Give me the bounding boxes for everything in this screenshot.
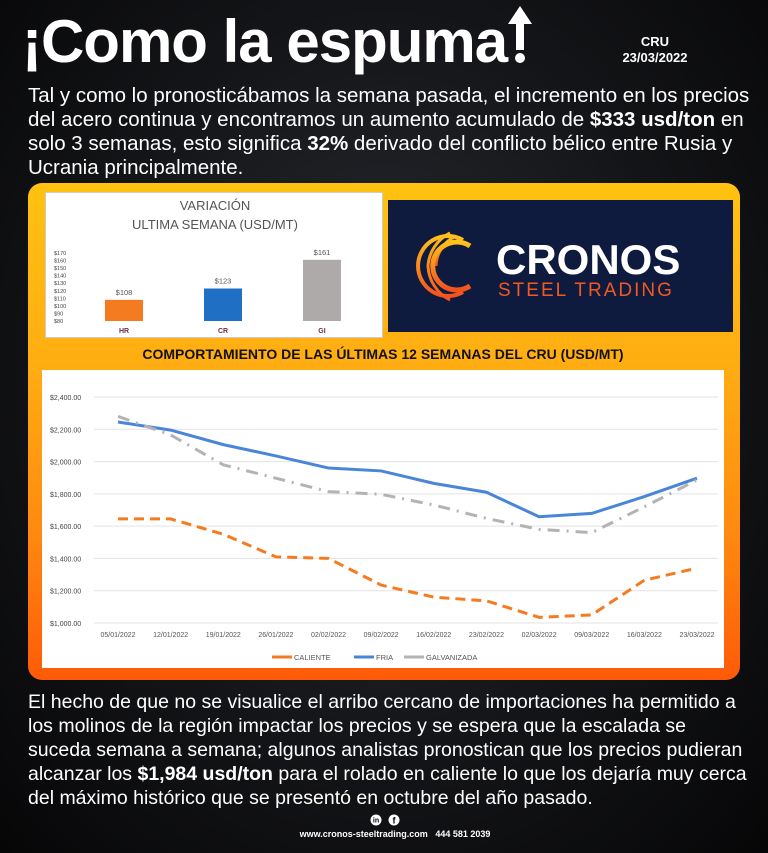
social-icons: in f <box>370 813 400 831</box>
y-tick-label: $1,000.00 <box>50 621 81 628</box>
y-tick-label: $1,600.00 <box>50 524 81 531</box>
bar-y-tick: $100 <box>54 304 66 310</box>
bar-hr <box>105 299 143 321</box>
bar-y-tick: $140 <box>54 274 66 280</box>
intro-highlight-percent: 32% <box>307 132 349 155</box>
line-chart-title: COMPORTAMIENTO DE LAS ÚLTIMAS 12 SEMANAS… <box>142 346 624 362</box>
y-tick-label: $2,400.00 <box>50 395 81 402</box>
cronos-logo: CRONOS STEEL TRADING <box>388 200 733 332</box>
website-link[interactable]: www.cronos-steeltrading.com <box>299 829 428 839</box>
bar-data-label: $161 <box>314 248 331 257</box>
bar-data-label: $108 <box>116 288 133 297</box>
bar-gi <box>303 259 341 321</box>
y-tick-label: $2,200.00 <box>50 427 81 434</box>
phone-number: 444 581 2039 <box>435 829 491 839</box>
series-line-galvanizada <box>117 414 698 535</box>
intro-text: Tal y como lo pronosticábamos la semana … <box>28 84 750 131</box>
intro-highlight-amount: $333 usd/ton <box>589 108 716 131</box>
outro-paragraph: El hecho de que no se visualice el arrib… <box>28 690 753 810</box>
logo-name: CRONOS <box>496 236 680 283</box>
x-tick-label: 12/01/2022 <box>153 632 188 639</box>
x-tick-label: 09/02/2022 <box>364 632 399 639</box>
bar-y-tick: $80 <box>54 319 63 325</box>
bar-y-tick: $90 <box>54 311 63 317</box>
bar-x-label: HR <box>119 328 129 335</box>
bar-y-tick: $110 <box>54 296 66 302</box>
bar-data-label: $123 <box>215 277 232 286</box>
y-tick-label: $2,000.00 <box>50 460 81 467</box>
facebook-icon[interactable] <box>388 814 400 826</box>
intro-text: en solo 3 semanas, esto significa <box>28 108 744 155</box>
source-label: CRU <box>640 34 670 49</box>
bar-cr <box>204 288 242 321</box>
outro-text: para el rolado en caliente lo que los de… <box>28 763 747 809</box>
bar-y-tick: $170 <box>54 251 66 257</box>
x-tick-label: 09/03/2022 <box>574 632 609 639</box>
bar-y-tick: $160 <box>54 259 66 265</box>
y-tick-label: $1,200.00 <box>50 589 81 596</box>
bar-chart-subtitle: ULTIMA SEMANA (USD/MT) <box>132 217 298 232</box>
bar-y-tick: $150 <box>54 266 66 272</box>
legend-label: GALVANIZADA <box>426 653 477 662</box>
bar-y-tick: $120 <box>54 289 66 295</box>
x-tick-label: 26/01/2022 <box>258 632 293 639</box>
x-tick-label: 02/02/2022 <box>311 632 346 639</box>
series-line-fria <box>117 420 698 519</box>
outro-text: El hecho de que no se visualice el arrib… <box>28 691 743 785</box>
line-chart: $1,000.00 $1,200.00 $1,400.00 $1,600.00 $1,8… <box>42 370 724 668</box>
linkedin-icon[interactable] <box>370 814 382 826</box>
logo-tagline: STEEL TRADING <box>498 280 674 301</box>
source-date: CRU 23/03/2022 <box>600 34 710 66</box>
legend-label: CALIENTE <box>294 653 331 662</box>
x-tick-label: 19/01/2022 <box>206 632 241 639</box>
intro-paragraph: Tal y como lo pronosticábamos la semana … <box>28 84 753 180</box>
x-tick-label: 23/02/2022 <box>469 632 504 639</box>
x-tick-label: 23/03/2022 <box>679 632 714 639</box>
x-tick-label: 16/03/2022 <box>627 632 662 639</box>
series-line-caliente <box>118 517 698 619</box>
legend-label: FRIA <box>376 653 393 662</box>
y-tick-label: $1,400.00 <box>50 556 81 563</box>
bar-chart-title: VARIACIÓN <box>180 198 251 213</box>
title-text: ¡Como la espuma <box>22 8 508 75</box>
bar-chart: VARIACIÓN ULTIMA SEMANA (USD/MT) $80 $90 $10… <box>45 192 383 338</box>
outro-highlight-price: $1,984 usd/ton <box>137 763 273 785</box>
x-tick-label: 05/01/2022 <box>100 632 135 639</box>
footer-contact: www.cronos-steeltrading.com 444 581 2039 <box>250 829 540 839</box>
arrow-up-icon <box>508 6 533 63</box>
x-tick-label: 02/03/2022 <box>522 632 557 639</box>
svg-text:in: in <box>373 818 379 825</box>
bar-y-tick: $130 <box>54 281 66 287</box>
y-tick-label: $1,800.00 <box>50 492 81 499</box>
x-tick-label: 16/02/2022 <box>416 632 451 639</box>
cronos-c-emblem-icon: CRONOS STEEL TRADING <box>416 231 680 302</box>
date-label: 23/03/2022 <box>622 50 688 65</box>
intro-text: derivado del conflicto bélico entre Rusi… <box>28 132 733 179</box>
svg-text:f: f <box>393 816 397 826</box>
bar-x-label: GI <box>318 328 325 335</box>
page-title: ¡Como la espuma <box>22 4 533 80</box>
bar-x-label: CR <box>218 328 228 335</box>
